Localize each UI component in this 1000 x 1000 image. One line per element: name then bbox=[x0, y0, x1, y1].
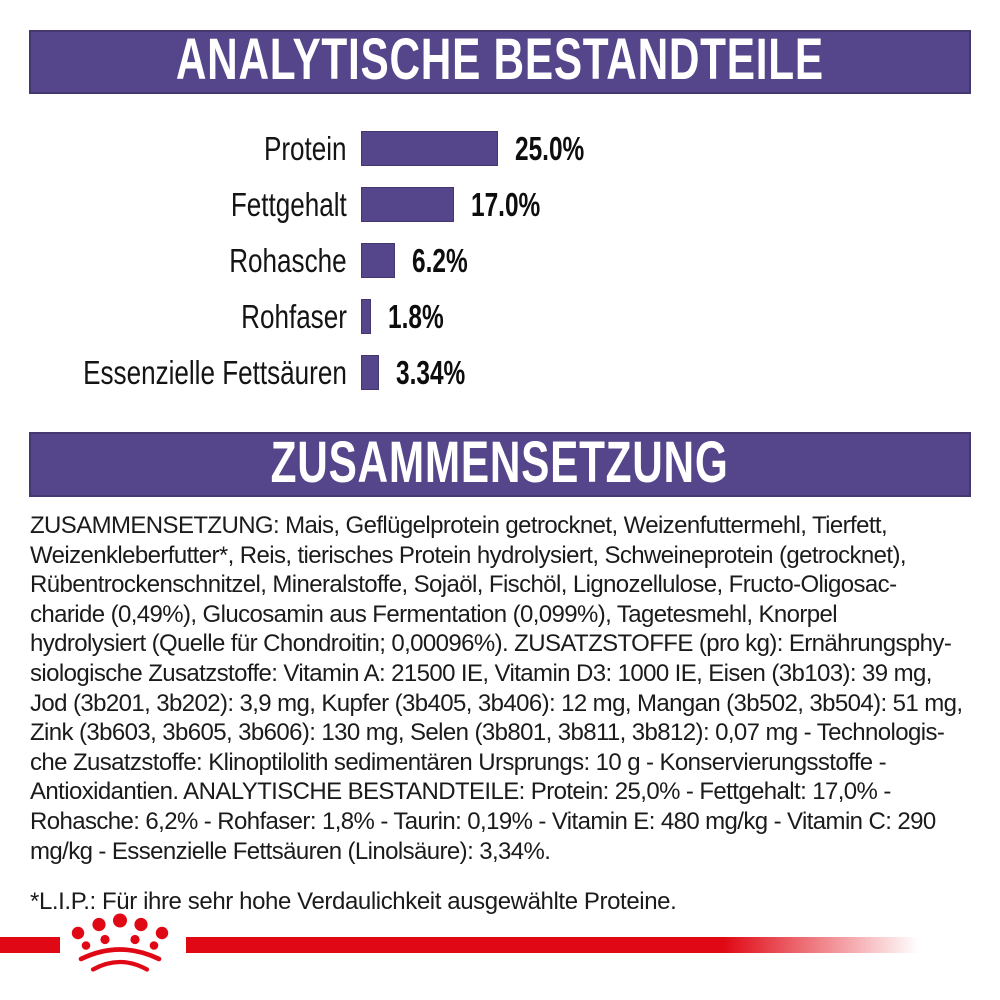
composition-line: Rohasche: 6,2% - Rohfaser: 1,8% - Taurin… bbox=[30, 807, 936, 835]
chart-bar bbox=[361, 355, 379, 390]
analytical-section-title: ANALYTISCHE BESTANDTEILE bbox=[176, 27, 824, 92]
chart-row: Protein 25.0% bbox=[0, 129, 1000, 167]
chart-row: Rohfaser 1.8% bbox=[0, 297, 1000, 335]
chart-row: Rohasche 6.2% bbox=[0, 241, 1000, 279]
composition-line: Zink (3b603, 3b605, 3b606): 130 mg, Sele… bbox=[30, 719, 945, 747]
composition-line: mg/kg - Essenzielle Fettsäuren (Linolsäu… bbox=[30, 837, 551, 865]
composition-line: Weizenkleberfutter*, Reis, tierisches Pr… bbox=[30, 541, 907, 569]
analytical-bar-chart: Protein 25.0% Fettgehalt 17.0% Rohasche 6.2% R… bbox=[0, 129, 1000, 411]
composition-line: hydrolysiert (Quelle für Chondroitin; 0,… bbox=[30, 630, 952, 658]
chart-category-label: Protein bbox=[264, 129, 347, 167]
chart-bar bbox=[361, 299, 371, 334]
chart-row: Fettgehalt 17.0% bbox=[0, 185, 1000, 223]
composition-line: Jod (3b201, 3b202): 3,9 mg, Kupfer (3b40… bbox=[30, 689, 963, 717]
chart-value-label: 25.0% bbox=[515, 129, 585, 167]
composition-line: siologische Zusatzstoffe: Vitamin A: 215… bbox=[30, 659, 932, 687]
chart-value-label: 6.2% bbox=[412, 241, 468, 279]
royal-canin-crown-icon bbox=[71, 913, 169, 972]
chart-bar bbox=[361, 131, 498, 166]
analytical-section-header: ANALYTISCHE BESTANDTEILE bbox=[29, 30, 971, 94]
chart-category-label: Rohasche bbox=[229, 241, 347, 279]
composition-line: Rübentrockenschnitzel, Mineralstoffe, So… bbox=[30, 571, 897, 599]
chart-category-label: Essenzielle Fettsäuren bbox=[83, 353, 347, 391]
chart-value-label: 3.34% bbox=[396, 353, 466, 391]
lip-footnote: *L.I.P.: Für ihre sehr hohe Verdaulichke… bbox=[30, 888, 677, 915]
chart-bar bbox=[361, 187, 454, 222]
composition-text: ZUSAMMENSETZUNG: Mais, Geflügelprotein g… bbox=[30, 511, 963, 866]
chart-value-label: 1.8% bbox=[388, 297, 444, 335]
composition-line: che Zusatzstoffe: Klinoptilolith sedimen… bbox=[30, 748, 887, 776]
chart-value-label: 17.0% bbox=[471, 185, 541, 223]
composition-section-title: ZUSAMMENSETZUNG bbox=[271, 429, 729, 495]
chart-bar bbox=[361, 243, 395, 278]
composition-line: ZUSAMMENSETZUNG: Mais, Geflügelprotein g… bbox=[30, 512, 888, 539]
footer-stripe-right bbox=[186, 937, 1000, 953]
composition-line: Antioxidantien. ANALYTISCHE BESTANDTEILE… bbox=[30, 778, 891, 806]
chart-row: Essenzielle Fettsäuren 3.34% bbox=[0, 353, 1000, 391]
composition-section-header: ZUSAMMENSETZUNG bbox=[29, 432, 971, 497]
chart-category-label: Fettgehalt bbox=[231, 185, 347, 223]
composition-line: charide (0,49%), Glucosamin aus Fermenta… bbox=[30, 600, 838, 628]
footer-stripe-left bbox=[0, 937, 60, 953]
chart-category-label: Rohfaser bbox=[241, 297, 347, 335]
